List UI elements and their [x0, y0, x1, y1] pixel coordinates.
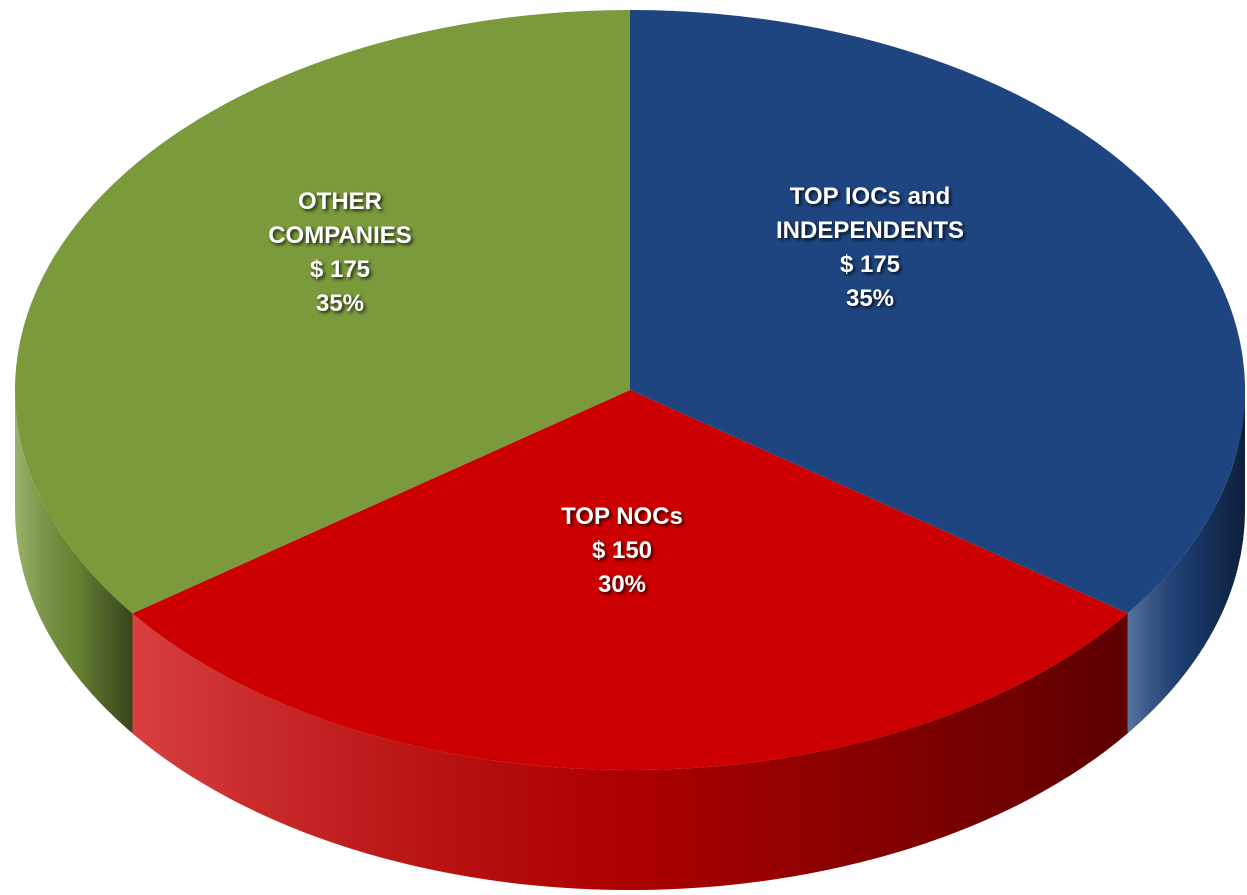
slice-label: TOP NOCs $ 150 30%	[522, 500, 722, 602]
percent-label: 35%	[315, 290, 365, 317]
percent-label: 35%	[845, 285, 895, 312]
category-label: OTHER COMPANIES	[268, 188, 412, 249]
percent-label: 30%	[597, 571, 647, 598]
slice-side-shade	[1127, 390, 1245, 734]
slice	[14, 10, 630, 614]
value-label: $ 150	[591, 537, 653, 564]
slice	[132, 390, 1128, 771]
category-label: TOP NOCs	[561, 503, 683, 530]
slice-label: OTHER COMPANIES $ 175 35%	[255, 185, 425, 321]
slice-label: TOP IOCs and INDEPENDENTS $ 175 35%	[755, 180, 985, 316]
slice	[630, 10, 1245, 614]
slice-side-shade	[14, 390, 133, 734]
value-label: $ 175	[309, 256, 371, 283]
slice-side-shade	[132, 613, 1128, 890]
category-label: TOP IOCs and INDEPENDENTS	[775, 183, 965, 244]
value-label: $ 175	[839, 251, 901, 278]
